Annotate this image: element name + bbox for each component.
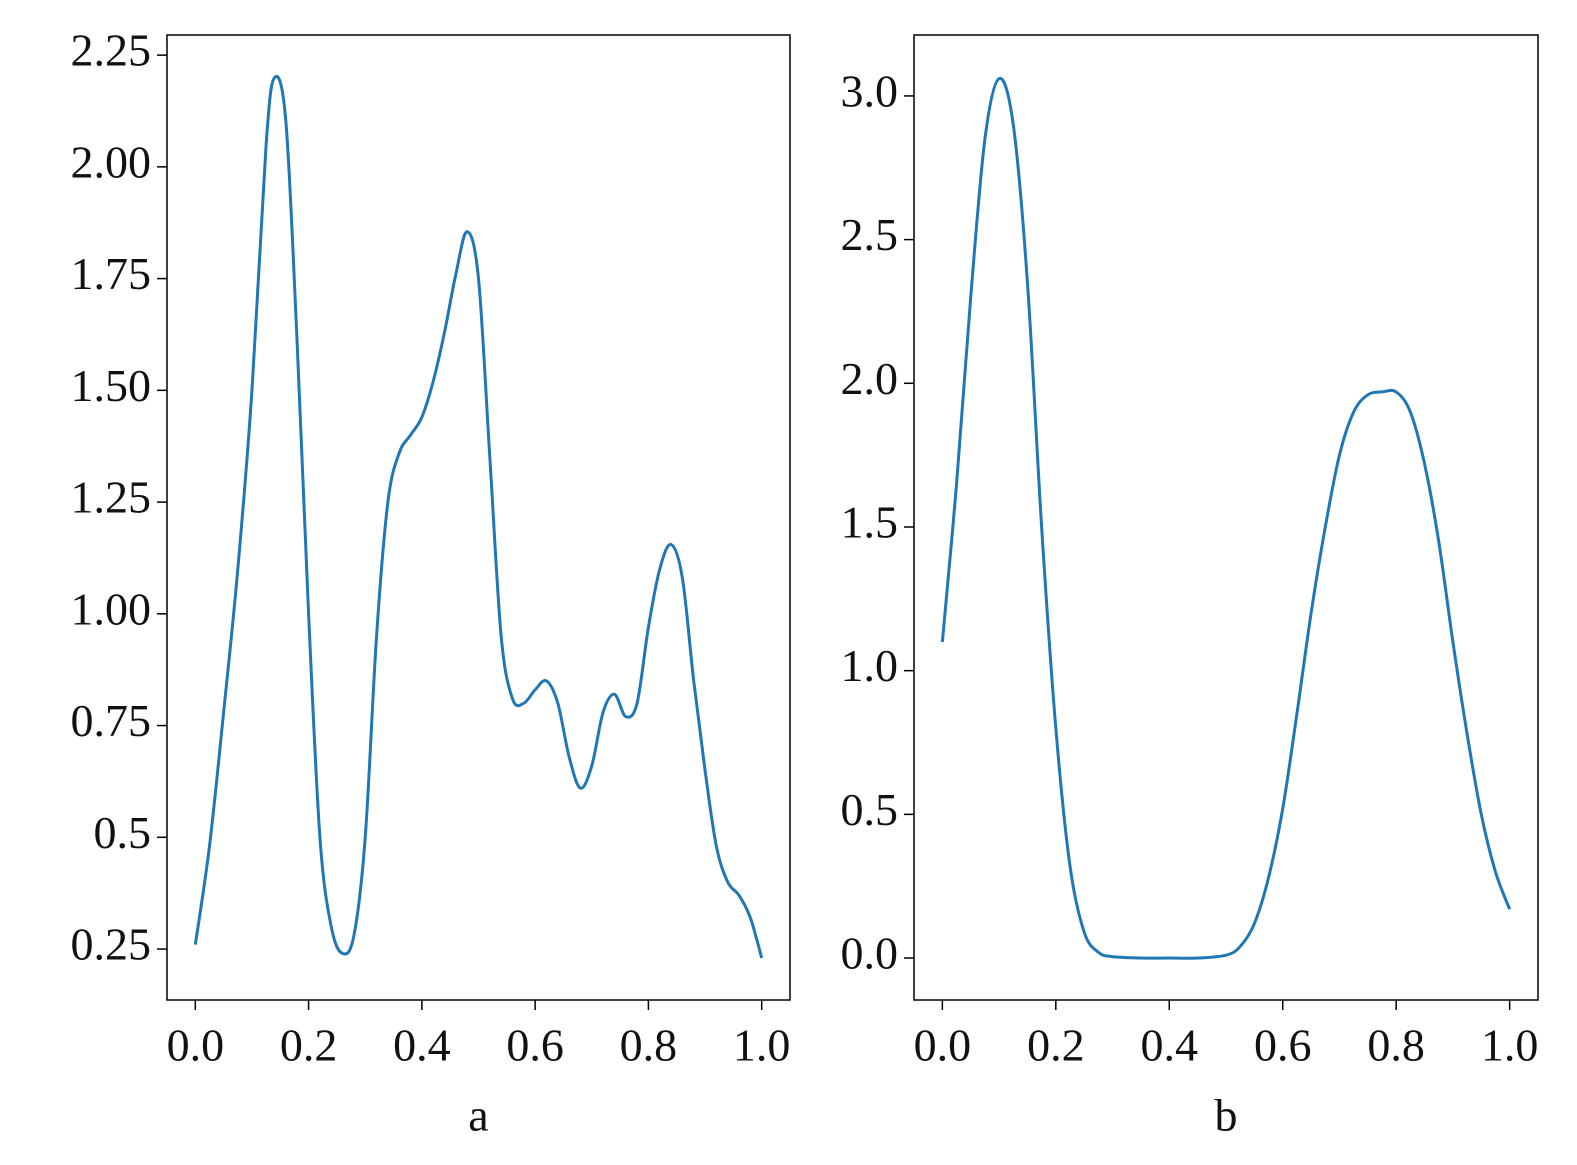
x-tick-label: 0.2 bbox=[280, 1020, 338, 1071]
y-tick-label: 1.0 bbox=[841, 640, 899, 691]
x-tick-label: 0.4 bbox=[1141, 1020, 1199, 1071]
x-tick-label: 0.8 bbox=[1367, 1020, 1425, 1071]
y-tick-label: 1.75 bbox=[71, 248, 152, 299]
y-tick-label: 2.25 bbox=[71, 25, 152, 76]
y-tick-label: 0.75 bbox=[71, 695, 152, 746]
data-line bbox=[940, 77, 1512, 960]
x-axis-label: b bbox=[1215, 1090, 1238, 1141]
y-tick-label: 0.0 bbox=[841, 928, 899, 979]
x-tick-label: 0.2 bbox=[1027, 1020, 1085, 1071]
x-tick-label: 0.8 bbox=[620, 1020, 678, 1071]
y-tick-label: 2.00 bbox=[71, 136, 152, 187]
y-tick-label: 0.25 bbox=[71, 919, 152, 970]
y-tick-label: 3.0 bbox=[841, 65, 899, 116]
axes-frame bbox=[913, 34, 1539, 1001]
y-tick-label: 0.5 bbox=[841, 784, 899, 835]
y-tick-label: 1.25 bbox=[71, 472, 152, 523]
x-tick-label: 1.0 bbox=[1481, 1020, 1539, 1071]
y-tick-label: 2.0 bbox=[841, 353, 899, 404]
y-tick-label: 1.00 bbox=[71, 583, 152, 634]
data-line bbox=[193, 74, 764, 959]
x-axis-label: a bbox=[468, 1090, 488, 1141]
x-tick-label: 0.0 bbox=[167, 1020, 225, 1071]
x-tick-label: 0.4 bbox=[393, 1020, 451, 1071]
x-tick-label: 0.6 bbox=[1254, 1020, 1312, 1071]
axes-frame bbox=[166, 34, 791, 1001]
x-tick-label: 1.0 bbox=[733, 1020, 791, 1071]
y-tick-label: 1.50 bbox=[71, 360, 152, 411]
x-tick-label: 0.0 bbox=[914, 1020, 972, 1071]
x-tick-label: 0.6 bbox=[506, 1020, 564, 1071]
y-tick-label: 2.5 bbox=[841, 209, 899, 260]
y-tick-label: 1.5 bbox=[841, 497, 899, 548]
y-tick-label: 0.5 bbox=[94, 807, 152, 858]
